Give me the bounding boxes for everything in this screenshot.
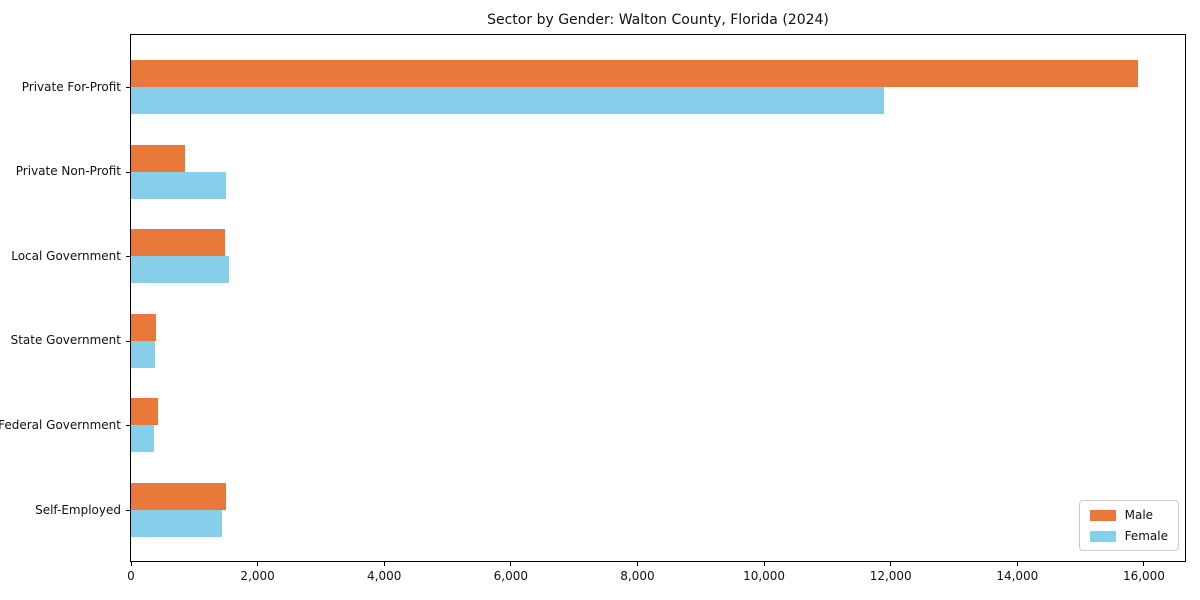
- bar-male-federal-government: [131, 398, 159, 426]
- bar-male-private-for-profit: [131, 60, 1138, 87]
- bar-male-private-non-profit: [131, 144, 186, 172]
- y-tick-mark-federal-government: [126, 425, 131, 427]
- x-tick-mark-8000: [636, 561, 638, 566]
- legend: Male Female: [1078, 500, 1179, 551]
- x-tick-label-10000: 10,000: [743, 569, 786, 583]
- legend-entry-male: Male: [1089, 508, 1168, 522]
- x-tick-label-2000: 2,000: [240, 569, 275, 583]
- y-tick-label-private-non-profit: Private Non-Profit: [15, 164, 121, 179]
- plot-area: Private For-Profit Private Non-Profit Loca…: [0, 34, 1186, 583]
- legend-swatch-female: [1089, 530, 1116, 542]
- x-tick-label-6000: 6,000: [493, 569, 529, 583]
- x-tick-label-8000: 8,000: [620, 569, 655, 583]
- x-tick-label-14000: 14,000: [996, 569, 1039, 583]
- bar-male-state-government: [131, 313, 157, 341]
- x-axis: 0 2,000 4,000 6,000 8,000 10,000 12,000 14,000 1…: [127, 35, 1185, 583]
- y-tick-mark-private-non-profit: [126, 171, 131, 173]
- x-tick-label-4000: 4,000: [367, 569, 402, 583]
- y-tick-label-local-government: Local Government: [11, 248, 121, 263]
- bar-female-private-for-profit: [131, 87, 885, 114]
- x-tick-mark-14000: [1016, 561, 1018, 566]
- bar-male-self-employed: [131, 483, 226, 510]
- bar-female-state-government: [131, 340, 156, 368]
- chart-title: Sector by Gender: Walton County, Florida…: [487, 12, 829, 28]
- legend-label-male: Male: [1124, 508, 1154, 522]
- bars-layer: [131, 35, 1185, 561]
- x-tick-mark-6000: [510, 561, 512, 566]
- bar-male-local-government: [131, 229, 226, 257]
- x-tick-label-0: 0: [127, 569, 135, 583]
- x-tick-label-12000: 12,000: [869, 569, 912, 583]
- bar-female-federal-government: [131, 425, 154, 453]
- y-tick-label-federal-government: Federal Government: [0, 417, 121, 432]
- legend-swatch-male: [1089, 509, 1116, 521]
- x-tick-mark-2000: [257, 561, 259, 566]
- y-tick-label-state-government: State Government: [10, 333, 121, 348]
- bar-female-self-employed: [131, 510, 223, 537]
- bar-female-local-government: [131, 256, 230, 284]
- x-tick-mark-12000: [890, 561, 892, 566]
- x-tick-mark-0: [130, 561, 132, 566]
- bar-female-private-non-profit: [131, 171, 226, 199]
- y-tick-mark-self-employed: [126, 510, 131, 511]
- x-tick-label-16000: 16,000: [1122, 569, 1165, 583]
- legend-entry-female: Female: [1089, 529, 1168, 543]
- y-tick-label-self-employed: Self-Employed: [35, 502, 121, 517]
- legend-label-female: Female: [1124, 529, 1168, 543]
- y-tick-mark-private-for-profit: [126, 87, 131, 88]
- x-tick-mark-4000: [383, 561, 385, 566]
- y-tick-mark-state-government: [126, 340, 131, 342]
- x-tick-mark-10000: [763, 561, 765, 566]
- y-tick-label-private-for-profit: Private For-Profit: [21, 79, 121, 94]
- y-tick-mark-local-government: [126, 256, 131, 258]
- y-axis: Private For-Profit Private Non-Profit Loca…: [0, 35, 1185, 561]
- x-tick-mark-16000: [1143, 561, 1145, 566]
